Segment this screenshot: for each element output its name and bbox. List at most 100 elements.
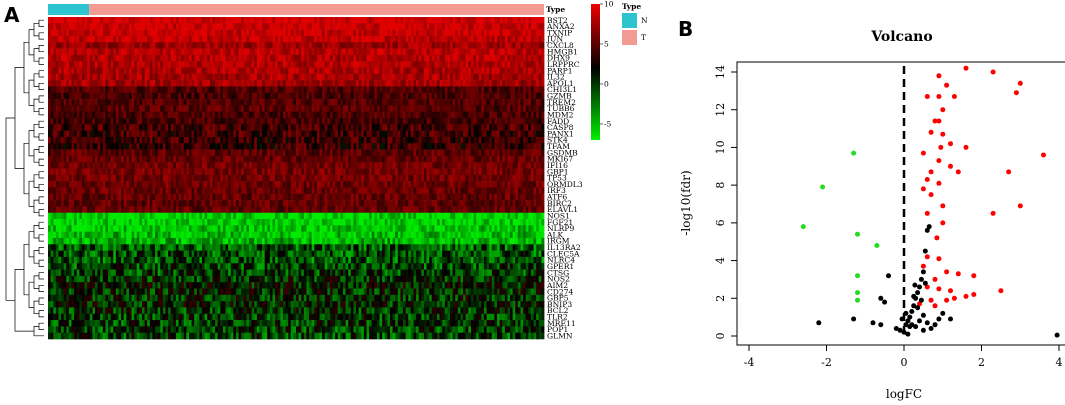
heatmap-cell (530, 143, 534, 150)
heatmap-cell (486, 92, 490, 100)
heatmap-cell (233, 92, 237, 100)
heatmap-cell (173, 149, 177, 157)
heatmap-cell (123, 105, 127, 112)
heatmap-cell (89, 35, 93, 43)
heatmap-cell (515, 67, 519, 75)
heatmap-cell (165, 54, 169, 62)
heatmap-cell (282, 111, 286, 119)
heatmap-cell (267, 61, 271, 68)
heatmap-cell (267, 17, 271, 24)
heatmap-cell (322, 35, 326, 43)
heatmap-cell (426, 149, 430, 157)
heatmap-cell (418, 29, 422, 37)
heatmap-cell (431, 23, 435, 30)
heatmap-cell (136, 67, 140, 75)
heatmap-cell (389, 130, 393, 138)
heatmap-cell (233, 155, 237, 163)
heatmap-cell (183, 48, 187, 56)
heatmap-cell (525, 35, 529, 43)
heatmap-cell (329, 29, 333, 37)
heatmap-cell (212, 105, 216, 112)
heatmap-cell (173, 29, 177, 37)
heatmap-cell (81, 48, 85, 56)
heatmap-cell (489, 23, 493, 30)
heatmap-cell (455, 35, 459, 43)
heatmap-cell (128, 29, 132, 37)
heatmap-cell (345, 149, 349, 157)
heatmap-cell (68, 143, 72, 150)
heatmap-cell (97, 17, 101, 24)
heatmap-cell (282, 23, 286, 30)
heatmap-cell (319, 130, 323, 138)
heatmap-cell (491, 92, 495, 100)
heatmap-cell (392, 124, 396, 131)
heatmap-cell (144, 61, 148, 68)
heatmap-cell (303, 168, 307, 176)
heatmap-cell (157, 149, 161, 157)
heatmap-cell (160, 111, 164, 119)
heatmap-cell (353, 143, 357, 150)
heatmap-cell (53, 42, 57, 49)
heatmap-cell (94, 111, 98, 119)
heatmap-cell (100, 124, 104, 131)
heatmap-cell (460, 92, 464, 100)
heatmap-cell (87, 23, 91, 30)
heatmap-cell (452, 61, 456, 68)
heatmap-cell (361, 155, 365, 163)
heatmap-cell (63, 86, 67, 94)
heatmap-cell (494, 17, 498, 24)
heatmap-cell (502, 73, 506, 81)
heatmap-cell (353, 17, 357, 24)
heatmap-cell (439, 17, 443, 24)
heatmap-cell (235, 124, 239, 131)
heatmap-cell (207, 29, 211, 37)
heatmap-cell (157, 61, 161, 68)
heatmap-cell (168, 143, 172, 150)
heatmap-cell (168, 130, 172, 138)
heatmap-cell (374, 99, 378, 106)
heatmap-cell (444, 118, 448, 125)
heatmap-cell (366, 118, 370, 125)
heatmap-cell (79, 155, 83, 163)
heatmap-cell (452, 48, 456, 56)
heatmap-cell (314, 174, 318, 182)
heatmap-cell (468, 162, 472, 169)
heatmap-cell (92, 17, 96, 24)
heatmap-cell (207, 136, 211, 144)
heatmap-cell (319, 111, 323, 119)
heatmap-cell (335, 136, 339, 144)
heatmap-cell (473, 61, 477, 68)
heatmap-cell (178, 35, 182, 43)
heatmap-cell (439, 29, 443, 37)
heatmap-cell (139, 143, 143, 150)
heatmap-cell (269, 155, 273, 163)
heatmap-cell (397, 35, 401, 43)
heatmap-cell (68, 86, 72, 94)
heatmap-cell (520, 73, 524, 81)
heatmap-cell (369, 54, 373, 62)
heatmap-cell (181, 99, 185, 106)
heatmap-cell (324, 61, 328, 68)
heatmap-cell (494, 61, 498, 68)
heatmap-cell (418, 111, 422, 119)
heatmap-cell (277, 149, 281, 157)
heatmap-cell (100, 168, 104, 176)
heatmap-cell (389, 29, 393, 37)
heatmap-cell (468, 80, 472, 87)
heatmap-cell (431, 42, 435, 49)
heatmap-cell (285, 86, 289, 94)
heatmap-cell (79, 136, 83, 144)
heatmap-cell (175, 61, 179, 68)
heatmap-cell (79, 48, 83, 56)
heatmap-cell (520, 118, 524, 125)
heatmap-cell (147, 130, 151, 138)
heatmap-cell (110, 29, 114, 37)
heatmap-cell (220, 48, 224, 56)
heatmap-cell (246, 61, 250, 68)
heatmap-cell (520, 111, 524, 119)
heatmap-cell (358, 149, 362, 157)
dendrogram-branch (28, 281, 34, 308)
heatmap-cell (348, 99, 352, 106)
heatmap-cell (371, 73, 375, 81)
heatmap-cell (241, 67, 245, 75)
